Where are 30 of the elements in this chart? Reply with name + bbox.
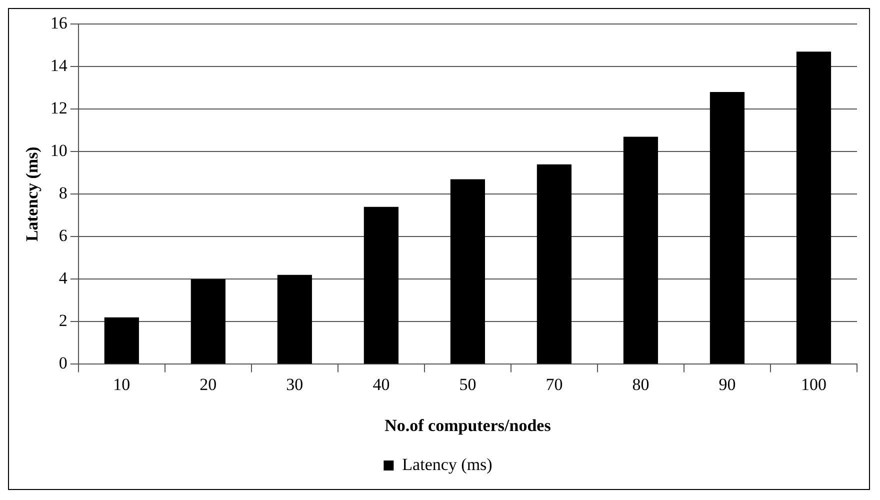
- x-tick-label: 10: [113, 374, 130, 394]
- y-tick-label: 8: [58, 184, 68, 203]
- x-tick-label: 30: [286, 374, 304, 394]
- bar: [536, 164, 572, 364]
- bar: [277, 274, 312, 364]
- x-tick-label: 80: [632, 374, 650, 394]
- bar: [623, 136, 658, 364]
- x-tick-label: 100: [800, 374, 826, 394]
- y-tick-label: 12: [50, 98, 68, 118]
- y-axis-title: Latency (ms): [22, 146, 42, 242]
- y-tick-label: 6: [58, 226, 68, 246]
- y-tick-label: 10: [50, 141, 68, 160]
- x-tick-label: 90: [718, 374, 736, 394]
- bar: [450, 179, 485, 364]
- x-axis-title: No.of computers/nodes: [384, 416, 552, 436]
- y-tick-label: 16: [50, 13, 68, 32]
- x-tick-label: 50: [459, 374, 476, 394]
- x-tick-label: 20: [200, 374, 217, 394]
- y-tick-label: 2: [58, 311, 68, 330]
- x-tick-label: 70: [546, 374, 563, 394]
- bar: [364, 206, 398, 364]
- y-tick-label: 14: [50, 56, 68, 75]
- bar: [796, 52, 832, 364]
- y-tick-label: 0: [58, 354, 68, 373]
- bar: [104, 317, 139, 364]
- x-tick-label: 40: [372, 374, 390, 394]
- legend-label: Latency (ms): [402, 454, 492, 474]
- y-tick-label: 4: [58, 268, 68, 288]
- bar: [710, 92, 745, 364]
- bar: [190, 279, 226, 364]
